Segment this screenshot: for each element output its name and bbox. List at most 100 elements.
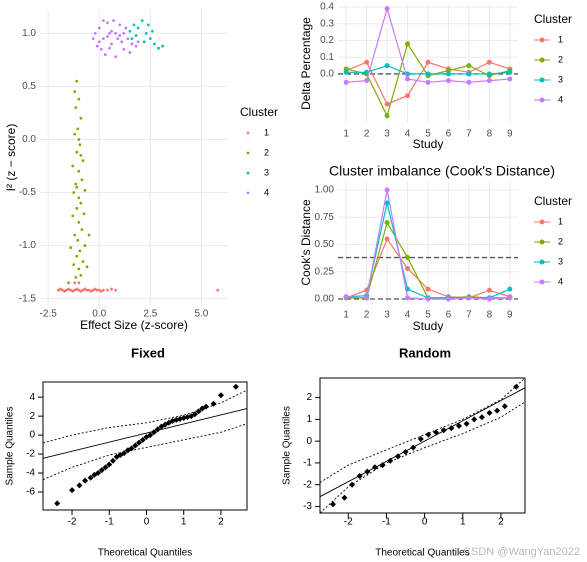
data-point <box>349 481 356 488</box>
legend-title: Cluster <box>534 12 572 26</box>
x-tick-label: 5 <box>425 129 431 140</box>
x-tick-label: 6 <box>446 310 452 321</box>
data-point <box>384 187 390 193</box>
data-point <box>85 288 89 292</box>
legend-label: 1 <box>558 216 563 226</box>
legend-swatch <box>539 57 545 63</box>
y-tick-label: 2 <box>29 411 35 422</box>
data-point <box>114 55 118 59</box>
x-tick-label: -2 <box>68 517 77 528</box>
data-point <box>69 487 76 494</box>
data-point <box>80 228 84 232</box>
data-point <box>120 40 124 44</box>
data-point <box>128 29 132 33</box>
data-point <box>494 407 501 414</box>
data-point <box>203 403 210 410</box>
data-point <box>232 383 239 390</box>
data-point <box>69 246 73 250</box>
plot-frame <box>42 381 248 511</box>
x-tick-label: 1 <box>343 129 349 140</box>
x-tick-label: 7 <box>466 129 472 140</box>
data-point <box>384 236 390 242</box>
x-tick-label: 2.5 <box>143 309 157 320</box>
data-point <box>80 178 84 182</box>
data-point <box>136 40 140 44</box>
data-point <box>101 37 105 41</box>
x-tick-label: 4 <box>405 129 411 140</box>
legend-swatch <box>539 259 545 265</box>
x-tick-label: 3 <box>384 129 390 140</box>
data-point <box>501 403 508 410</box>
data-point <box>85 265 89 269</box>
data-point <box>76 238 80 242</box>
y-tick-label: 0.5 <box>22 81 36 92</box>
legend-label: 3 <box>264 167 269 177</box>
data-point <box>97 26 101 30</box>
data-point <box>106 288 109 292</box>
data-point <box>153 42 156 46</box>
data-point <box>210 400 217 407</box>
legend-swatch <box>539 77 545 83</box>
data-point <box>95 470 102 477</box>
data-point <box>486 78 492 84</box>
data-point <box>77 169 81 173</box>
chart-title: Cluster imbalance (Cook's Distance) <box>329 163 555 179</box>
data-point <box>77 267 81 271</box>
data-point <box>74 106 78 110</box>
data-point <box>445 296 451 302</box>
data-point <box>78 249 82 253</box>
data-point <box>486 71 492 77</box>
legend-swatch <box>539 239 545 245</box>
data-point <box>132 442 139 449</box>
x-tick-label: 2 <box>498 517 504 528</box>
legend-label: 2 <box>558 54 563 64</box>
legend-label: 1 <box>264 127 269 137</box>
data-point <box>405 295 411 301</box>
y-tick-label: 0.25 <box>315 266 335 277</box>
data-point <box>130 42 134 46</box>
data-point <box>73 233 77 237</box>
x-tick-label: 7 <box>466 310 472 321</box>
data-point <box>102 464 109 471</box>
data-point <box>445 78 451 84</box>
data-point <box>486 59 492 65</box>
watermark: CSDN @WangYan2022 <box>463 546 580 558</box>
data-point <box>405 76 411 82</box>
data-point <box>95 288 99 292</box>
data-point <box>471 416 478 423</box>
data-point <box>136 439 143 446</box>
data-point <box>144 31 148 35</box>
data-point <box>122 31 126 35</box>
data-point <box>124 26 128 30</box>
data-point <box>341 494 348 501</box>
x-tick-label: -1 <box>382 517 391 528</box>
legend-title: Cluster <box>240 105 278 119</box>
legend-swatch <box>539 219 545 225</box>
x-axis-title: Theoretical Quantiles <box>98 548 193 559</box>
plot-background <box>40 10 228 305</box>
y-tick-label: 0.3 <box>320 18 334 29</box>
x-axis-title: Study <box>413 319 444 333</box>
data-point <box>147 432 154 439</box>
y-tick-label: 0.75 <box>315 212 335 223</box>
legend-label: 4 <box>558 94 563 104</box>
y-tick-label: 4 <box>29 392 35 403</box>
y-tick-label: -1.5 <box>19 293 37 304</box>
data-point <box>216 288 220 292</box>
data-point <box>114 31 118 35</box>
data-point <box>154 426 161 433</box>
data-point <box>425 286 431 292</box>
x-axis-title: Effect Size (z-score) <box>80 318 188 332</box>
data-point <box>466 79 472 85</box>
x-tick-label: 1 <box>181 517 187 528</box>
x-tick-label: 0.0 <box>92 309 106 320</box>
data-point <box>81 159 85 163</box>
data-point <box>71 164 75 168</box>
y-tick-label: 0 <box>29 430 35 441</box>
data-point <box>379 462 386 469</box>
data-point <box>73 132 77 136</box>
data-point <box>364 69 370 75</box>
y-tick-label: 0.00 <box>315 294 335 305</box>
data-point <box>384 220 390 226</box>
